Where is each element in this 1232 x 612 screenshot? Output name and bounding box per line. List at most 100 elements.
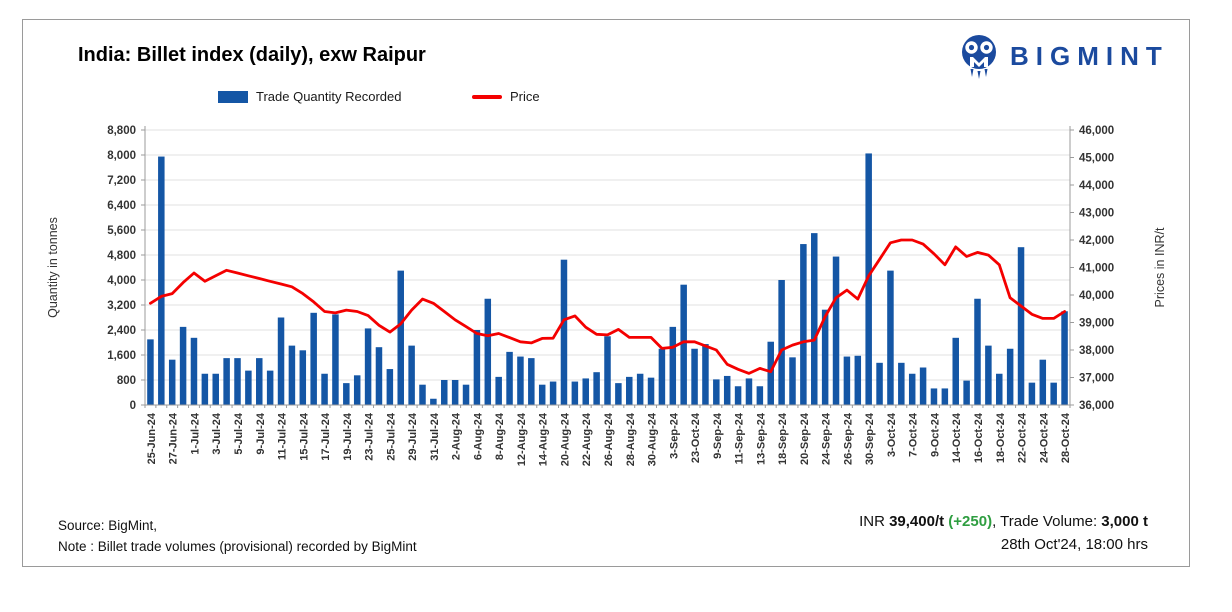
chart-legend: Trade Quantity Recorded Price: [0, 89, 1232, 107]
quantity-bar: [963, 380, 970, 405]
x-axis-date-label: 3-Jul-24: [211, 412, 223, 454]
quantity-bar: [517, 356, 524, 405]
right-axis-tick-label: 37,000: [1079, 373, 1114, 385]
right-axis-tick-label: 36,000: [1079, 400, 1114, 412]
left-axis-tick-label: 4,000: [107, 275, 136, 287]
quantity-bar: [310, 312, 317, 405]
quantity-bar: [626, 376, 633, 405]
quantity-bar: [560, 259, 568, 405]
quantity-bar: [854, 355, 862, 405]
x-axis-date-label: 27-Jun-24: [168, 412, 180, 464]
x-axis-date-label: 30-Sep-24: [864, 412, 876, 465]
quantity-bar: [397, 270, 404, 405]
right-axis-tick-label: 39,000: [1079, 318, 1114, 330]
x-axis-date-label: 9-Sep-24: [712, 412, 724, 459]
quantity-bar: [811, 233, 818, 405]
quantity-bar: [495, 376, 502, 405]
chart-footnotes: Source: BigMint, Note : Billet trade vol…: [58, 515, 417, 557]
x-axis-date-label: 29-Jul-24: [407, 412, 419, 461]
quantity-bar: [212, 373, 219, 405]
x-axis-date-label: 12-Aug-24: [516, 412, 528, 466]
quantity-bar: [506, 351, 513, 405]
left-axis-tick-label: 8,800: [107, 125, 136, 137]
quantity-bar: [615, 383, 622, 405]
quantity-bar: [756, 386, 764, 405]
quantity-bar: [604, 336, 611, 405]
legend-quantity-label: Trade Quantity Recorded: [256, 89, 402, 104]
quantity-bar: [887, 270, 894, 405]
x-axis-date-label: 9-Jul-24: [255, 412, 267, 454]
left-axis-tick-label: 5,600: [107, 225, 136, 237]
quantity-bar: [691, 348, 698, 405]
quantity-bar: [636, 373, 644, 405]
right-axis-tick-label: 45,000: [1079, 153, 1114, 165]
price-line: [148, 238, 1066, 375]
quantity-bar: [419, 384, 426, 405]
quantity-bar: [234, 358, 241, 405]
latest-price-callout: INR 39,400/t (+250), Trade Volume: 3,000…: [859, 510, 1148, 556]
quantity-bar: [745, 378, 753, 405]
right-axis-tick-label: 38,000: [1079, 345, 1114, 357]
quantity-bar: [288, 345, 296, 405]
quantity-bar: [865, 153, 872, 405]
quantity-bar: [669, 326, 677, 405]
left-axis-tick-label: 800: [117, 375, 136, 387]
callout-timestamp: 28th Oct'24, 18:00 hrs: [1000, 536, 1148, 553]
quantity-bar: [168, 359, 176, 405]
x-axis-date-label: 25-Jul-24: [385, 412, 397, 461]
quantity-bar: [930, 388, 938, 405]
right-axis-tick-label: 40,000: [1079, 290, 1114, 302]
quantity-bar: [1017, 247, 1025, 405]
x-axis-date-label: 20-Sep-24: [799, 412, 811, 465]
x-axis-date-label: 6-Aug-24: [472, 412, 484, 460]
left-axis-tick-label: 7,200: [107, 175, 136, 187]
x-axis-date-label: 14-Oct-24: [951, 412, 963, 463]
right-axis-tick-label: 42,000: [1079, 235, 1114, 247]
x-axis-date-label: 26-Sep-24: [842, 412, 854, 465]
callout-price: 39,400/t: [889, 513, 945, 530]
quantity-bar: [952, 337, 959, 405]
quantity-bar: [767, 341, 774, 405]
quantity-bar: [778, 280, 785, 405]
quantity-bar: [832, 256, 840, 405]
quantity-bar: [441, 380, 448, 405]
bigmint-logo: BIGMINT: [958, 33, 1169, 79]
right-axis-tick-label: 43,000: [1079, 208, 1114, 220]
x-axis-date-label: 28-Aug-24: [625, 412, 637, 466]
x-axis-date-label: 3-Sep-24: [668, 412, 680, 459]
x-axis-date-label: 18-Sep-24: [777, 412, 789, 465]
left-axis-tick-label: 8,000: [107, 150, 136, 162]
quantity-bar: [593, 372, 600, 405]
quantity-bar: [484, 298, 492, 405]
bigmint-logo-icon: [962, 35, 996, 79]
x-axis-date-label: 25-Jun-24: [146, 412, 158, 464]
callout-volume-label: , Trade Volume:: [992, 513, 1102, 530]
quantity-bar: [1050, 382, 1057, 405]
quantity-bar: [179, 326, 187, 405]
quantity-bar: [571, 381, 579, 405]
quantity-bar: [941, 388, 949, 405]
quantity-bar: [919, 367, 927, 405]
x-axis-date-label: 16-Oct-24: [973, 412, 985, 463]
x-axis-date-label: 17-Jul-24: [320, 412, 332, 461]
callout-line1: INR 39,400/t (+250), Trade Volume: 3,000…: [859, 510, 1148, 533]
quantity-bar: [680, 284, 687, 405]
x-axis-date-label: 28-Oct-24: [1060, 412, 1072, 463]
quantity-bar: [408, 345, 415, 405]
quantity-bar: [549, 381, 557, 405]
quantity-bar: [1028, 382, 1036, 405]
quantity-bar: [789, 357, 796, 405]
quantity-bar: [821, 309, 829, 405]
quantity-bar: [201, 373, 209, 405]
source-note: Source: BigMint,: [58, 518, 158, 533]
x-axis-date-label: 11-Jul-24: [277, 412, 289, 460]
quantity-bar: [277, 317, 285, 405]
page-title: India: Billet index (daily), exw Raipur: [78, 44, 426, 66]
x-axis-date-label: 7-Oct-24: [908, 412, 920, 457]
x-axis-date-label: 22-Aug-24: [581, 412, 593, 466]
quantity-bar: [843, 356, 851, 405]
x-axis-date-label: 14-Aug-24: [538, 412, 550, 466]
quantity-bar: [582, 378, 589, 405]
